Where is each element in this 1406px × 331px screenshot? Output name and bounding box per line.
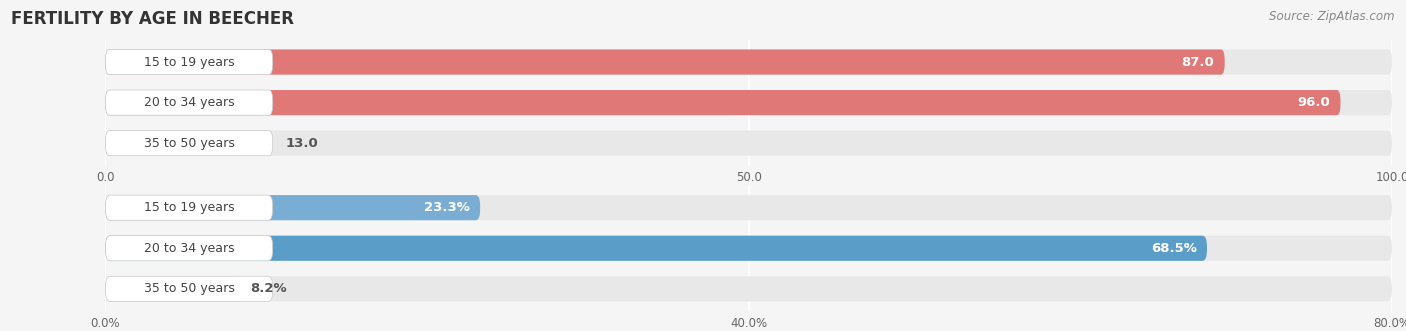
Text: 35 to 50 years: 35 to 50 years [143,282,235,295]
Text: 87.0: 87.0 [1181,56,1215,69]
FancyBboxPatch shape [105,195,273,220]
FancyBboxPatch shape [105,49,1225,74]
FancyBboxPatch shape [105,131,273,156]
FancyBboxPatch shape [105,90,273,115]
Text: 20 to 34 years: 20 to 34 years [143,242,235,255]
Text: 15 to 19 years: 15 to 19 years [143,56,235,69]
FancyBboxPatch shape [105,49,273,74]
Text: 13.0: 13.0 [285,137,318,150]
FancyBboxPatch shape [105,49,1392,74]
FancyBboxPatch shape [105,236,1392,261]
Text: 96.0: 96.0 [1298,96,1330,109]
FancyBboxPatch shape [105,131,273,156]
FancyBboxPatch shape [105,276,238,302]
Text: 23.3%: 23.3% [425,201,470,214]
Text: 20 to 34 years: 20 to 34 years [143,96,235,109]
FancyBboxPatch shape [105,131,1392,156]
FancyBboxPatch shape [105,90,1392,115]
Text: 8.2%: 8.2% [250,282,287,295]
FancyBboxPatch shape [105,195,1392,220]
Text: 35 to 50 years: 35 to 50 years [143,137,235,150]
Text: FERTILITY BY AGE IN BEECHER: FERTILITY BY AGE IN BEECHER [11,10,294,28]
Text: Source: ZipAtlas.com: Source: ZipAtlas.com [1270,10,1395,23]
FancyBboxPatch shape [105,195,479,220]
FancyBboxPatch shape [105,276,1392,302]
FancyBboxPatch shape [105,90,1340,115]
FancyBboxPatch shape [105,236,273,261]
FancyBboxPatch shape [105,276,273,302]
FancyBboxPatch shape [105,236,1206,261]
Text: 15 to 19 years: 15 to 19 years [143,201,235,214]
Text: 68.5%: 68.5% [1152,242,1197,255]
